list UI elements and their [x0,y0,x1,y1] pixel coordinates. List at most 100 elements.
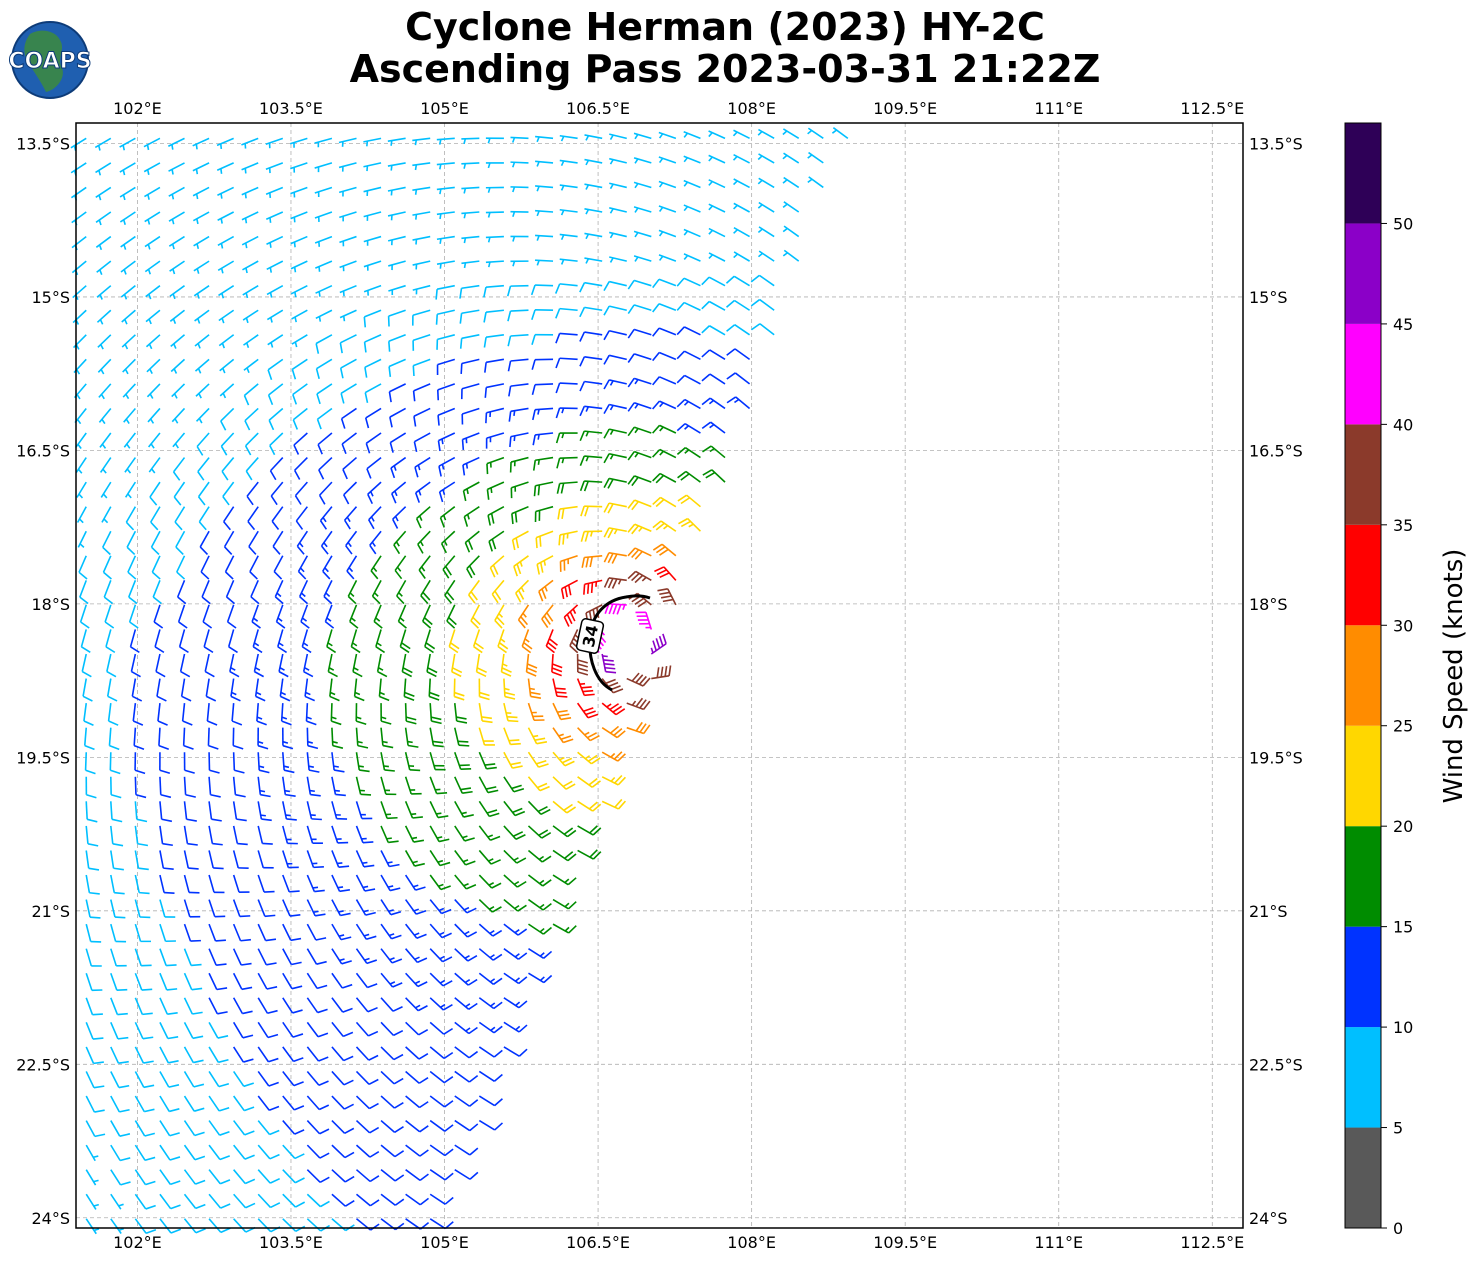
barb-feather [198,521,207,531]
wind-barb [85,1218,100,1235]
wind-barb [257,1070,279,1087]
wind-barb [750,274,775,287]
wind-barb [601,702,626,716]
wind-barb [257,948,277,966]
barb-feather [444,565,452,576]
barb-feather [177,596,187,605]
barb-staff [380,1070,395,1085]
barb-feather [178,621,188,629]
barb-half-feather [220,168,223,174]
globe-land-shape [24,30,63,92]
barb-staff [227,629,235,647]
wind-barb [484,358,505,373]
barb-feather [603,354,610,365]
wind-barb [339,358,357,379]
barb-feather [295,1201,306,1208]
barb-feather [560,588,565,600]
wind-barb [282,874,300,893]
barb-feather [531,309,536,321]
barb-half-feather [708,229,714,235]
barb-feather [158,744,170,750]
wind-barb [96,309,112,325]
wind-barb [627,304,652,315]
wind-barb [552,727,574,744]
barb-staff [294,457,308,471]
barb-staff [134,776,137,795]
barb-feather [246,495,254,506]
wind-barb [454,1095,479,1107]
barb-staff [577,825,594,836]
wind-barb [98,383,112,400]
wind-barb [169,285,185,300]
wind-barb [159,1144,181,1161]
barb-staff [338,137,357,144]
barb-staff [315,334,333,345]
wind-barb [576,654,589,676]
barb-staff [343,481,358,496]
barb-feather [551,671,562,677]
barb-staff [218,334,235,347]
wind-barb [355,1169,380,1183]
barb-staff [436,235,455,241]
barb-feather [418,569,426,579]
wind-barb [306,1120,330,1135]
barb-half-feather [512,211,516,217]
wind-barb [143,162,161,175]
barb-half-feather [585,209,590,215]
barb-staff [306,850,315,868]
barb-half-feather [298,542,304,548]
barb-half-feather [322,517,327,523]
barb-feather [516,857,527,864]
wind-barb [159,923,176,943]
barb-half-feather [757,228,763,234]
barb-staff [217,235,235,246]
barb-feather [701,397,711,406]
wind-barb [153,604,164,629]
wind-barb [268,407,284,431]
barb-staff [120,235,136,248]
barb-staff [500,653,505,672]
barb-staff [584,480,603,483]
barb-staff [503,972,520,985]
barb-staff [71,211,87,224]
barb-staff [535,135,554,140]
barb-half-feather [379,691,385,696]
barb-staff [626,726,645,735]
barb-staff [168,162,185,172]
wind-barb [233,1169,256,1185]
x-tick-label-top: 105°E [420,99,469,118]
wind-barb [394,555,407,580]
wind-barb [119,137,136,151]
wind-barb [331,1169,355,1183]
barb-staff [758,274,775,287]
barb-staff [282,1021,294,1038]
barb-feather [419,1125,429,1133]
barb-half-feather [325,592,331,598]
barb-feather [443,1027,454,1035]
barb-staff [306,825,314,844]
barb-staff [257,1070,270,1087]
barb-half-feather [442,514,447,521]
wind-barb [289,137,308,148]
barb-feather [420,595,429,605]
barb-staff [584,455,603,459]
barb-feather [257,744,269,750]
barb-feather [437,440,441,452]
barb-feather [634,597,645,605]
wind-barb [559,184,578,191]
barb-feather [513,566,519,577]
wind-barb [119,186,136,201]
barb-staff [709,373,726,385]
barb-staff [85,850,90,869]
barb-staff [609,256,627,262]
wind-barb [376,653,388,678]
barb-staff [462,456,480,466]
barb-staff [176,555,186,573]
wind-barb [627,499,652,511]
wind-barb [256,703,267,726]
barb-feather [655,498,665,508]
barb-half-feather [487,187,491,193]
barb-staff [340,358,357,369]
barb-staff [85,874,91,893]
barb-feather [603,379,610,390]
